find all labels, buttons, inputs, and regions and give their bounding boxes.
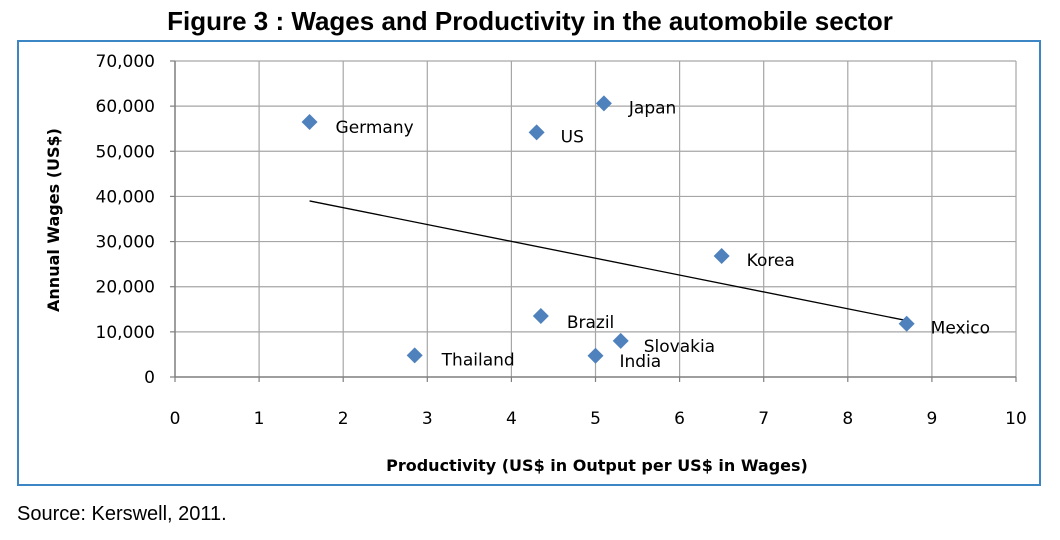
figure-title: Figure 3 : Wages and Productivity in the… — [167, 6, 893, 36]
data-points — [301, 95, 915, 364]
x-tick-label: 9 — [926, 409, 937, 429]
data-point-mexico — [898, 315, 915, 332]
x-tick-label: 5 — [590, 409, 601, 429]
y-tick-label: 60,000 — [96, 97, 155, 117]
x-tick-label: 10 — [1005, 409, 1027, 429]
x-tick-label: 2 — [338, 409, 349, 429]
grid-lines — [175, 60, 1017, 377]
data-point-brazil — [532, 308, 549, 325]
y-tick-label: 50,000 — [96, 142, 155, 162]
point-label-us: US — [561, 127, 584, 147]
y-axis-title: Annual Wages (US$) — [44, 128, 63, 312]
data-point-slovakia — [612, 332, 629, 349]
data-point-us — [528, 124, 545, 141]
scatter-chart: 0 10,000 20,000 30,000 40,000 50,000 60,000 70,… — [44, 52, 1027, 475]
tick-labels: 0 10,000 20,000 30,000 40,000 50,000 60,000 70,… — [96, 52, 1027, 429]
point-label-germany: Germany — [336, 118, 414, 138]
point-labels: Germany Japan US Korea Brazil Mexico Slovakia T… — [336, 98, 990, 371]
point-label-brazil: Brazil — [567, 313, 614, 333]
x-tick-label: 3 — [422, 409, 433, 429]
point-label-thailand: Thailand — [441, 350, 515, 370]
data-point-thailand — [406, 347, 423, 364]
point-label-japan: Japan — [628, 98, 676, 118]
point-label-korea: Korea — [747, 251, 795, 271]
y-tick-label: 0 — [144, 368, 155, 388]
y-tick-label: 40,000 — [96, 187, 155, 207]
y-tick-label: 70,000 — [96, 52, 155, 72]
data-point-india — [587, 347, 604, 364]
x-tick-label: 7 — [758, 409, 769, 429]
x-tick-label: 8 — [842, 409, 853, 429]
x-tick-label: 1 — [254, 409, 265, 429]
axes — [170, 60, 1017, 382]
trendline-layer — [309, 200, 907, 322]
y-tick-label: 10,000 — [96, 323, 155, 343]
point-label-india: India — [620, 352, 662, 372]
y-tick-label: 30,000 — [96, 233, 155, 253]
x-tick-label: 6 — [674, 409, 685, 429]
data-point-japan — [595, 95, 612, 112]
point-label-mexico: Mexico — [931, 319, 990, 339]
x-tick-label: 0 — [170, 409, 181, 429]
chart-frame — [17, 40, 1041, 486]
x-tick-label: 4 — [506, 409, 517, 429]
data-point-korea — [713, 248, 730, 265]
source-note: Source: Kerswell, 2011. — [17, 503, 227, 525]
data-point-germany — [301, 113, 318, 130]
trendline — [309, 200, 907, 322]
y-tick-label: 20,000 — [96, 278, 155, 298]
x-axis-title: Productivity (US$ in Output per US$ in W… — [386, 456, 808, 475]
point-label-slovakia: Slovakia — [644, 337, 715, 357]
